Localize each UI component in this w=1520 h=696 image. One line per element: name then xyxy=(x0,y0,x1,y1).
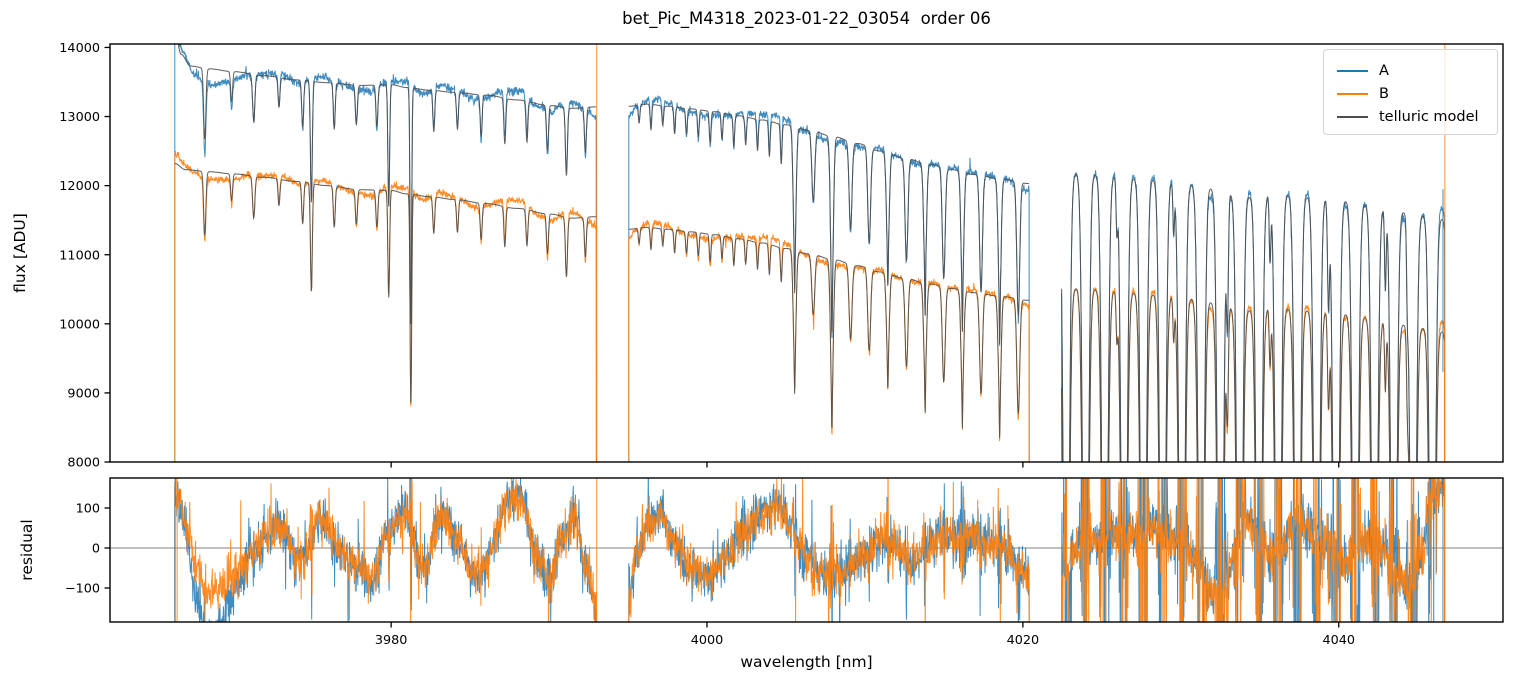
residual-axis-label: residual xyxy=(18,519,36,581)
x-tick-label: 3980 xyxy=(375,633,408,648)
flux-tick-label: 8000 xyxy=(67,456,100,471)
residual-b-chunk2 xyxy=(628,478,1030,622)
series-a-chunk1 xyxy=(174,44,597,462)
residual-tick-label: −100 xyxy=(65,582,100,597)
legend-label: A xyxy=(1379,62,1389,79)
plot-title: bet_Pic_M4318_2023-01-22_03054 order 06 xyxy=(622,9,991,28)
flux-tick-label: 10000 xyxy=(59,317,100,332)
series-b-chunk1 xyxy=(174,150,597,462)
legend-item-b: B xyxy=(1337,82,1497,105)
x-tick-label: 4040 xyxy=(1322,633,1355,648)
residual-axes-frame xyxy=(109,477,1504,623)
x-tick-label: 4000 xyxy=(691,633,724,648)
telluric-model-a-chunk2 xyxy=(628,103,1030,344)
flux-tick-label: 13000 xyxy=(59,110,100,125)
legend-label: B xyxy=(1379,85,1389,102)
residual-b-chunk3 xyxy=(1061,478,1446,622)
flux-tick-label: 11000 xyxy=(59,248,100,263)
residual-panel xyxy=(110,478,1503,622)
flux-axes-frame xyxy=(109,43,1504,463)
residual-tick-label: 0 xyxy=(92,542,100,557)
flux-tick-label: 9000 xyxy=(67,387,100,402)
telluric-model-b-chunk2 xyxy=(628,226,1030,439)
x-tick-label: 4020 xyxy=(1007,633,1040,648)
legend-item-a: A xyxy=(1337,59,1497,82)
telluric-model-a-chunk3 xyxy=(1061,173,1445,462)
series-b-chunk2 xyxy=(628,219,1030,462)
flux-axis-label: flux [ADU] xyxy=(11,213,29,293)
x-axis-label: wavelength [nm] xyxy=(740,653,873,671)
flux-tick-label: 12000 xyxy=(59,179,100,194)
flux-tick-label: 14000 xyxy=(59,41,100,56)
residual-b-chunk1 xyxy=(174,478,597,622)
telluric-model-a-chunk1 xyxy=(177,44,597,325)
residual-tick-label: 100 xyxy=(76,502,100,517)
telluric-model-b-chunk1 xyxy=(174,163,597,404)
legend-item-telluric-model: telluric model xyxy=(1337,105,1497,128)
telluric-model-b-chunk3 xyxy=(1061,288,1445,462)
legend-label: telluric model xyxy=(1379,108,1479,125)
legend-line-sample xyxy=(1337,69,1368,72)
flux-panel xyxy=(174,44,1446,462)
legend-line-sample xyxy=(1337,115,1368,118)
legend-line-sample xyxy=(1337,92,1368,95)
